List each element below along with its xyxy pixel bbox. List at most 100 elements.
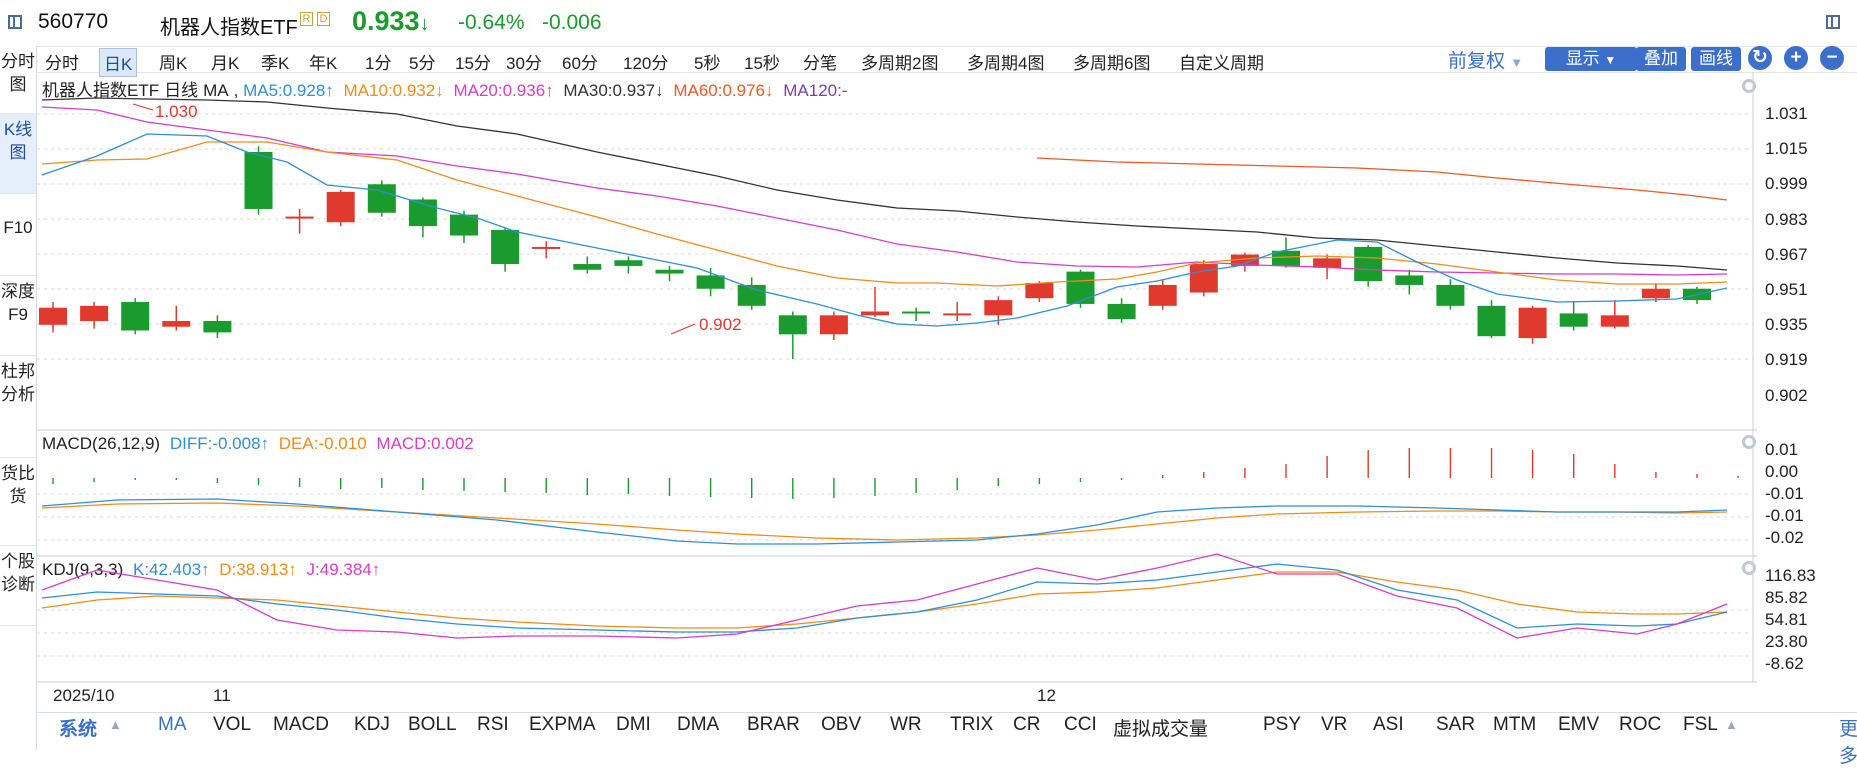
indicator-tab[interactable]: TRIX bbox=[950, 714, 994, 735]
system-menu-arrow-icon[interactable]: ▲ bbox=[109, 717, 122, 732]
indicator-tab[interactable]: WR bbox=[890, 714, 922, 735]
date-label-dec: 12 bbox=[1037, 686, 1056, 705]
more-button[interactable]: 更多 bbox=[1839, 719, 1857, 767]
settings-gear-icon[interactable] bbox=[1742, 79, 1756, 93]
low-price-label: 0.902 bbox=[699, 315, 742, 334]
left-nav-item[interactable]: 个股诊断 bbox=[0, 546, 36, 626]
candle-body bbox=[1148, 284, 1177, 306]
candle-body bbox=[1230, 254, 1259, 266]
period-tab[interactable]: 1分 bbox=[365, 54, 392, 73]
price-axis-label: 0.951 bbox=[1765, 280, 1808, 299]
period-tab[interactable]: 分笔 bbox=[803, 54, 837, 73]
indicator-tab[interactable]: BRAR bbox=[747, 714, 800, 735]
indicator-tab[interactable]: MA bbox=[158, 714, 187, 735]
indicator-tab[interactable]: DMI bbox=[616, 714, 651, 735]
period-tab[interactable]: 日K bbox=[99, 48, 138, 77]
indicator-tab[interactable]: EXPMA bbox=[529, 714, 596, 735]
period-tab[interactable]: 15分 bbox=[455, 54, 491, 73]
zoom-out-icon[interactable]: − bbox=[1820, 46, 1844, 70]
period-tab[interactable]: 季K bbox=[261, 54, 290, 73]
candle-body bbox=[573, 264, 602, 270]
adjust-dropdown[interactable]: 前复权 ▼ bbox=[1448, 46, 1523, 73]
kdj-settings-gear-icon[interactable] bbox=[1742, 561, 1756, 575]
price-axis-label: 1.015 bbox=[1765, 139, 1808, 159]
left-nav-item[interactable]: 深度F9 bbox=[0, 276, 36, 356]
indicator-tab[interactable]: MACD bbox=[273, 714, 329, 735]
draw-line-button[interactable]: 画线 bbox=[1691, 47, 1741, 71]
candle-body bbox=[326, 191, 355, 223]
ma30-line bbox=[41, 97, 1728, 271]
period-tab[interactable]: 自定义周期 bbox=[1179, 54, 1264, 73]
period-tab[interactable]: 5秒 bbox=[694, 54, 721, 73]
period-tab[interactable]: 多周期4图 bbox=[967, 54, 1045, 73]
display-button[interactable]: 显示 ▼ bbox=[1545, 47, 1637, 71]
indicator-tab[interactable]: VR bbox=[1321, 714, 1348, 735]
zoom-in-icon[interactable]: + bbox=[1784, 46, 1808, 70]
left-nav-item[interactable]: 货比货 bbox=[0, 458, 36, 546]
macd-settings-gear-icon[interactable] bbox=[1742, 435, 1756, 449]
left-nav-item[interactable]: K线图 bbox=[0, 114, 36, 194]
indicator-tab[interactable]: PSY bbox=[1263, 714, 1302, 735]
system-menu[interactable]: 系统 bbox=[59, 719, 98, 740]
macd-axis-label: 0.01 bbox=[1765, 440, 1799, 459]
left-nav: 分时图 K线图 F10 深度F9 杜邦分析 货比货 个股诊断 bbox=[0, 46, 37, 750]
indicator-tab[interactable]: DMA bbox=[677, 714, 720, 735]
indicator-tab[interactable]: RSI bbox=[477, 714, 509, 735]
period-tab[interactable]: 30分 bbox=[506, 54, 542, 73]
period-tab[interactable]: 多周期2图 bbox=[861, 54, 939, 73]
indicator-tab[interactable]: OBV bbox=[821, 714, 862, 735]
d-badge: D bbox=[317, 12, 330, 26]
refresh-icon[interactable]: ↻ bbox=[1748, 46, 1772, 70]
indicator-tab[interactable]: FSL bbox=[1683, 714, 1718, 735]
candle-body bbox=[1436, 284, 1465, 306]
indicator-tab[interactable]: ROC bbox=[1619, 714, 1662, 735]
period-tab[interactable]: 120分 bbox=[623, 54, 669, 73]
low-pointer bbox=[670, 323, 696, 335]
indicator-tab[interactable]: MTM bbox=[1493, 714, 1537, 735]
main-legend: 机器人指数ETF 日线 MA, MA5:0.928↑ MA10:0.932↓ MA2… bbox=[42, 81, 848, 100]
indicator-tab[interactable]: EMV bbox=[1558, 714, 1600, 735]
left-nav-item[interactable]: 杜邦分析 bbox=[0, 356, 36, 458]
indicator-tab[interactable]: CR bbox=[1013, 714, 1041, 735]
sidebar-toggle-icon[interactable] bbox=[8, 15, 22, 29]
quote-header: 560770 机器人指数ETF R D 0.933↓ -0.64% -0.006 bbox=[0, 0, 1857, 47]
period-tab[interactable]: 多周期6图 bbox=[1073, 54, 1151, 73]
overlay-button[interactable]: 叠加 bbox=[1636, 47, 1686, 71]
adjust-label: 前复权 bbox=[1448, 51, 1506, 72]
candle-body bbox=[39, 307, 67, 325]
price-axis-label: 0.999 bbox=[1765, 174, 1808, 194]
indicator-tab[interactable]: BOLL bbox=[408, 714, 457, 735]
macd-legend: MACD(26,12,9) DIFF:-0.008↑ DEA:-0.010 MA… bbox=[42, 434, 474, 453]
candle-body bbox=[244, 151, 273, 209]
tab-overflow-arrow-icon[interactable]: ▲ bbox=[1725, 717, 1738, 732]
left-nav-item[interactable]: F10 bbox=[0, 212, 36, 276]
period-tab[interactable]: 60分 bbox=[562, 54, 598, 73]
candle-body bbox=[819, 315, 848, 335]
indicator-tab[interactable]: KDJ bbox=[354, 714, 390, 735]
period-tab[interactable]: 周K bbox=[159, 54, 188, 73]
candle-body bbox=[1395, 275, 1424, 285]
last-price: 0.933↓ bbox=[352, 6, 430, 36]
candle-body bbox=[1189, 264, 1218, 293]
kline-chart[interactable]: 1.030 0.902 bbox=[37, 72, 1757, 712]
kdj-axis-label: 85.82 bbox=[1765, 588, 1808, 607]
period-tab[interactable]: 5分 bbox=[409, 54, 436, 73]
period-tab[interactable]: 月K bbox=[211, 54, 240, 73]
period-tab[interactable]: 年K bbox=[309, 54, 338, 73]
indicator-tab[interactable]: 虚拟成交量 bbox=[1113, 719, 1209, 740]
indicator-tab[interactable]: SAR bbox=[1436, 714, 1476, 735]
left-nav-item[interactable]: 分时图 bbox=[0, 46, 36, 114]
stock-name: 机器人指数ETF bbox=[160, 17, 298, 39]
date-label-nov: 11 bbox=[213, 686, 231, 705]
ma20-line bbox=[41, 106, 1728, 276]
kdj-axis-label: 23.80 bbox=[1765, 632, 1808, 651]
indicator-tab[interactable]: CCI bbox=[1064, 714, 1097, 735]
period-tab[interactable]: 15秒 bbox=[744, 54, 780, 73]
candle-body bbox=[1025, 283, 1054, 299]
period-tab[interactable]: 分时 bbox=[45, 54, 79, 73]
indicator-tab[interactable]: ASI bbox=[1373, 714, 1404, 735]
diff-line bbox=[41, 498, 1728, 545]
indicator-tab[interactable]: VOL bbox=[213, 714, 252, 735]
panel-toggle-icon[interactable] bbox=[1826, 15, 1840, 29]
candle-body bbox=[1641, 288, 1670, 299]
